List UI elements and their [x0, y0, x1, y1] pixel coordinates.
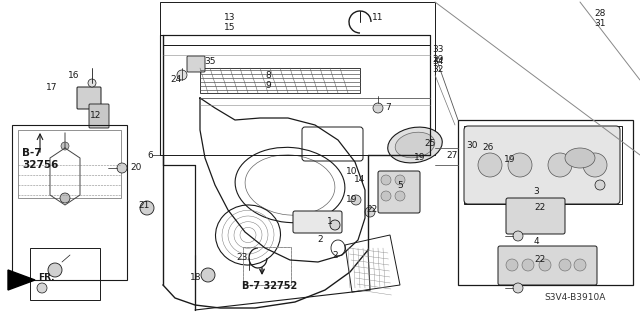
Text: 17: 17	[46, 84, 58, 93]
Circle shape	[381, 191, 391, 201]
FancyBboxPatch shape	[187, 56, 205, 72]
Circle shape	[559, 259, 571, 271]
Text: 22: 22	[534, 256, 546, 264]
Text: 4: 4	[533, 238, 539, 247]
Circle shape	[140, 201, 154, 215]
FancyBboxPatch shape	[464, 126, 620, 204]
Circle shape	[506, 259, 518, 271]
Text: 14: 14	[355, 175, 365, 184]
Circle shape	[513, 283, 523, 293]
Text: 1: 1	[327, 218, 333, 226]
Circle shape	[539, 259, 551, 271]
Bar	[243, 247, 291, 285]
Bar	[464, 126, 622, 204]
Text: 10: 10	[346, 167, 358, 176]
Bar	[12, 125, 127, 280]
Text: B-7 32752: B-7 32752	[243, 281, 298, 291]
Bar	[243, 247, 291, 285]
Polygon shape	[8, 270, 35, 290]
Text: 5: 5	[397, 181, 403, 189]
Circle shape	[365, 207, 375, 217]
FancyBboxPatch shape	[506, 198, 565, 234]
FancyBboxPatch shape	[378, 171, 420, 213]
Circle shape	[595, 180, 605, 190]
Circle shape	[61, 142, 69, 150]
Ellipse shape	[565, 148, 595, 168]
Text: 12: 12	[90, 112, 102, 121]
Ellipse shape	[395, 132, 435, 158]
Text: 29: 29	[432, 56, 444, 64]
Text: 34: 34	[432, 57, 444, 66]
Circle shape	[60, 193, 70, 203]
Text: 30: 30	[467, 140, 477, 150]
Ellipse shape	[388, 127, 442, 163]
Bar	[200, 68, 360, 93]
Bar	[30, 248, 100, 300]
Circle shape	[381, 175, 391, 185]
Text: 28: 28	[595, 10, 605, 19]
Text: 35: 35	[204, 57, 216, 66]
Circle shape	[88, 79, 96, 87]
Circle shape	[117, 163, 127, 173]
Text: 20: 20	[131, 164, 141, 173]
Text: 18: 18	[190, 273, 202, 283]
Text: 11: 11	[372, 13, 384, 23]
Text: 13: 13	[224, 13, 236, 23]
FancyBboxPatch shape	[77, 87, 101, 109]
Text: 6: 6	[147, 151, 153, 160]
Circle shape	[37, 283, 47, 293]
Circle shape	[478, 153, 502, 177]
Circle shape	[201, 268, 215, 282]
Text: 7: 7	[385, 103, 391, 113]
FancyBboxPatch shape	[89, 104, 109, 128]
Text: 26: 26	[483, 144, 493, 152]
Circle shape	[583, 153, 607, 177]
Text: S3V4-B3910A: S3V4-B3910A	[544, 293, 605, 302]
Circle shape	[330, 220, 340, 230]
Text: 8: 8	[265, 70, 271, 79]
Text: 24: 24	[170, 76, 182, 85]
Circle shape	[351, 195, 361, 205]
FancyBboxPatch shape	[293, 211, 342, 233]
Text: FR.: FR.	[38, 273, 54, 283]
Text: 32: 32	[432, 65, 444, 75]
Text: 22: 22	[366, 205, 378, 214]
Text: B-7: B-7	[22, 148, 42, 158]
Bar	[18, 130, 121, 198]
Text: 32756: 32756	[22, 160, 58, 170]
Text: 22: 22	[534, 204, 546, 212]
Circle shape	[395, 191, 405, 201]
Bar	[160, 2, 435, 155]
Circle shape	[522, 259, 534, 271]
Text: 25: 25	[424, 138, 436, 147]
Text: 16: 16	[68, 70, 80, 79]
Circle shape	[574, 259, 586, 271]
Text: 2: 2	[317, 235, 323, 244]
Circle shape	[548, 153, 572, 177]
Circle shape	[48, 263, 62, 277]
Bar	[458, 120, 633, 285]
FancyBboxPatch shape	[498, 246, 597, 285]
Text: 33: 33	[432, 46, 444, 55]
Text: 23: 23	[236, 254, 248, 263]
Text: 19: 19	[346, 196, 358, 204]
Text: 27: 27	[446, 151, 458, 160]
Text: 9: 9	[265, 80, 271, 90]
Circle shape	[395, 175, 405, 185]
Circle shape	[177, 70, 187, 80]
Text: 15: 15	[224, 24, 236, 33]
Circle shape	[508, 153, 532, 177]
Circle shape	[373, 103, 383, 113]
Text: 19: 19	[414, 153, 426, 162]
Text: 31: 31	[595, 19, 605, 28]
Text: 2: 2	[332, 250, 338, 259]
Text: 21: 21	[138, 201, 150, 210]
Circle shape	[513, 231, 523, 241]
Text: 19: 19	[504, 155, 516, 165]
Text: 3: 3	[533, 188, 539, 197]
